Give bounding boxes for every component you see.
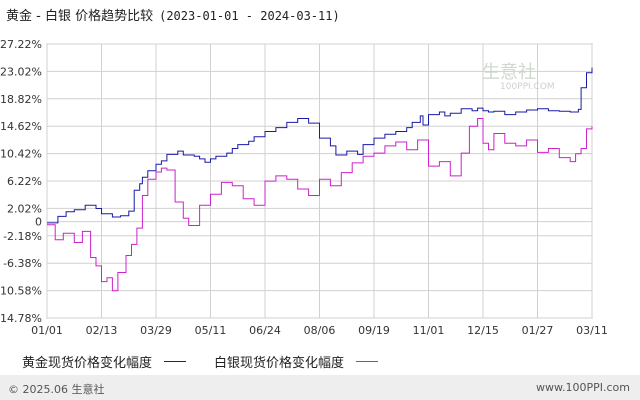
y-tick-label: 14.62%: [0, 120, 42, 133]
watermark-text: 生意社: [482, 62, 536, 83]
legend-swatch-silver: [356, 361, 379, 362]
y-tick-label: 27.22%: [0, 38, 42, 51]
date-range: (2023-01-01 - 2024-03-11): [159, 9, 340, 23]
gold-series-line: [47, 67, 593, 224]
y-tick-label: -14.78%: [0, 312, 42, 325]
chart-title-text: 黄金 - 白银 价格趋势比较: [6, 9, 154, 24]
x-tick-label: 08/06: [304, 324, 336, 337]
copyright-text: © 2025.06 生意社: [8, 383, 105, 396]
y-tick-label: 10.42%: [0, 148, 42, 161]
x-tick-label: 02/13: [86, 324, 118, 337]
silver-series-line: [47, 118, 593, 292]
x-tick-label: 11/01: [413, 324, 445, 337]
watermark-url: 100PPI.COM: [500, 82, 555, 92]
x-tick-label: 01/27: [522, 324, 554, 337]
legend-swatch-gold: [164, 361, 187, 362]
y-tick-label: -6.38%: [3, 257, 42, 270]
site-url-link[interactable]: www.100PPI.com: [536, 381, 630, 394]
x-tick-label: 05/11: [195, 324, 227, 337]
watermark-logo: 生意社 100PPI.COM: [482, 58, 555, 92]
footer-bar: © 2025.06 生意社 www.100PPI.com: [0, 375, 640, 400]
y-tick-label: 2.02%: [7, 202, 42, 215]
chart-title: 黄金 - 白银 价格趋势比较 (2023-01-01 - 2024-03-11): [6, 5, 340, 24]
chart-legend: 黄金现货价格变化幅度 白银现货价格变化幅度: [22, 352, 400, 371]
y-tick-label: 6.22%: [7, 175, 42, 188]
x-tick-label: 03/29: [140, 324, 172, 337]
line-chart: 27.22% 23.02% 18.82% 14.62% 10.42% 6.22% 2.02%…: [0, 38, 608, 337]
x-tick-label: 01/01: [31, 324, 63, 337]
y-tick-label: 0: [35, 216, 42, 229]
x-tick-label: 09/19: [358, 324, 390, 337]
x-tick-label: 03/11: [576, 324, 608, 337]
y-tick-label: -2.18%: [3, 230, 42, 243]
x-tick-label: 06/24: [249, 324, 281, 337]
y-tick-label: -10.58%: [0, 285, 42, 298]
y-tick-label: 23.02%: [0, 65, 42, 78]
legend-label-silver: 白银现货价格变化幅度: [214, 356, 345, 371]
x-tick-label: 12/15: [467, 324, 499, 337]
y-tick-label: 18.82%: [0, 93, 42, 106]
legend-label-gold: 黄金现货价格变化幅度: [22, 356, 153, 371]
